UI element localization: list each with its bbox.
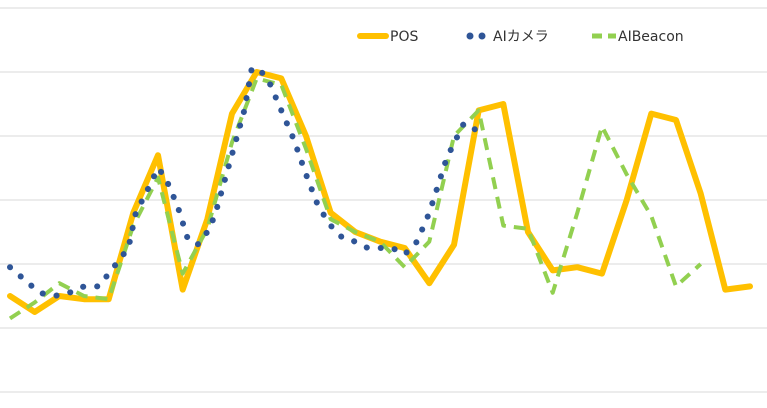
gridlines [0,7,767,393]
series-line-2 [8,76,703,321]
legend-label-pos: POS [390,29,418,45]
legend-swatch-ai-camera-dot-1 [466,32,474,40]
legend-item-pos: POS [357,29,418,45]
legend: POS AIカメラ AIBeacon [357,29,684,45]
legend-label-aibeacon: AIBeacon [618,29,684,45]
legend-item-ai-camera: AIカメラ [466,29,549,45]
legend-label-ai-camera: AIカメラ [493,29,549,45]
series-lines [7,65,753,321]
legend-swatch-ai-camera-dot-2 [478,32,486,40]
legend-item-aibeacon: AIBeacon [592,29,684,45]
series-line-1 [7,65,485,299]
